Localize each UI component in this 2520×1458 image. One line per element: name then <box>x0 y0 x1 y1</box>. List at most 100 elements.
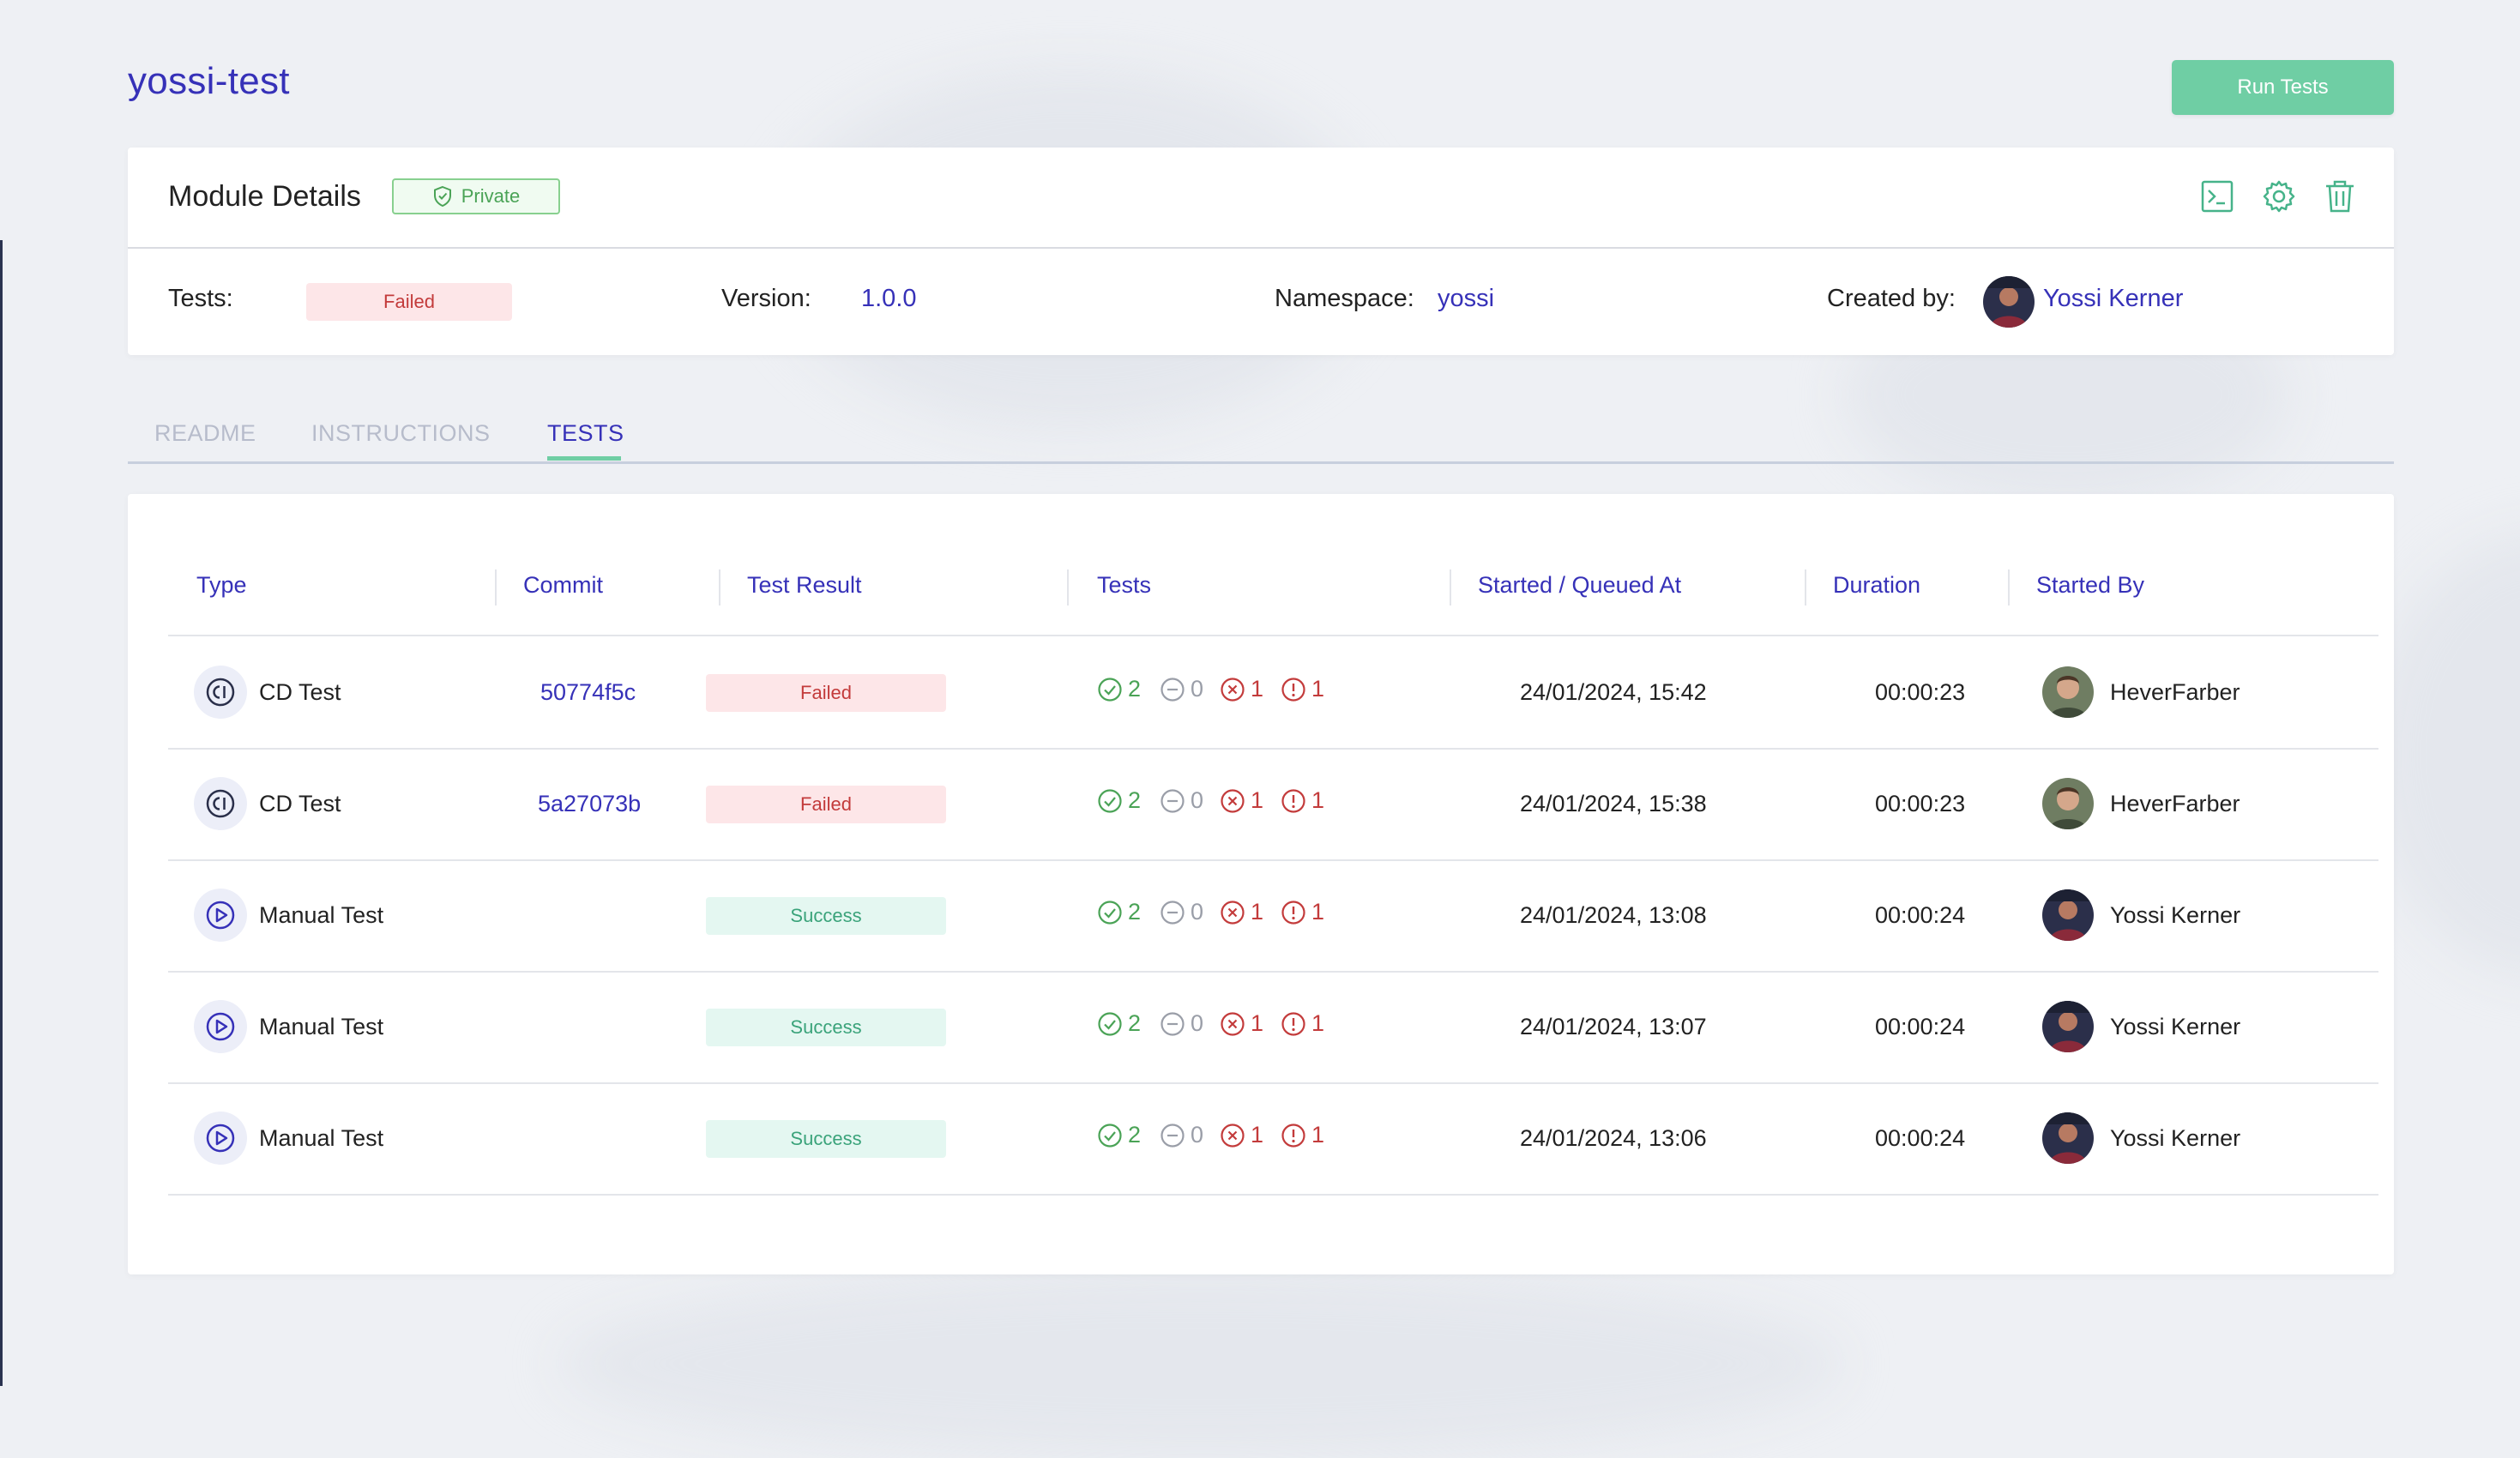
created-by-link[interactable]: Yossi Kerner <box>2043 285 2184 312</box>
window-edge <box>0 240 3 1386</box>
avatar <box>1983 276 2035 328</box>
started-by: Yossi Kerner <box>2110 902 2241 928</box>
table-row[interactable]: CD Test 50774f5c Failed 2 0 1 1 24/01/20… <box>168 636 2378 750</box>
shield-icon <box>432 185 453 208</box>
passed-count: 2 <box>1097 1010 1141 1037</box>
test-type: Manual Test <box>259 1014 384 1039</box>
active-tab-indicator <box>547 456 621 461</box>
error-count: 1 <box>1281 1010 1324 1037</box>
test-type: Manual Test <box>259 902 384 928</box>
table-row[interactable]: Manual Test Success 2 0 1 1 24/01/2024, … <box>168 859 2378 973</box>
error-count: 1 <box>1281 787 1324 814</box>
skipped-count: 0 <box>1160 1010 1203 1037</box>
table-row[interactable]: Manual Test Success 2 0 1 1 24/01/2024, … <box>168 971 2378 1084</box>
check-circle-icon <box>1097 1123 1123 1148</box>
error-count: 1 <box>1281 899 1324 925</box>
header-divider <box>168 635 2378 636</box>
started-at: 24/01/2024, 13:08 <box>1520 902 1707 928</box>
x-circle-icon <box>1220 1123 1245 1148</box>
module-details-title: Module Details <box>168 180 361 213</box>
check-circle-icon <box>1097 1011 1123 1037</box>
table-row[interactable]: CD Test 5a27073b Failed 2 0 1 1 24/01/20… <box>168 748 2378 861</box>
commit-link[interactable]: 50774f5c <box>540 679 636 705</box>
x-circle-icon <box>1220 1011 1245 1037</box>
minus-circle-icon <box>1160 1123 1185 1148</box>
started-by: HeverFarber <box>2110 679 2240 705</box>
alert-circle-icon <box>1281 677 1306 702</box>
module-details-header: Module Details Private <box>128 148 2394 249</box>
ci-icon <box>194 777 247 830</box>
passed-count: 2 <box>1097 676 1141 702</box>
minus-circle-icon <box>1160 677 1185 702</box>
avatar <box>2042 1112 2094 1164</box>
avatar <box>2042 1001 2094 1052</box>
duration: 00:00:24 <box>1875 902 1966 928</box>
avatar <box>2042 666 2094 718</box>
namespace-label: Namespace: <box>1275 285 1414 312</box>
version-label: Version: <box>721 285 811 312</box>
duration: 00:00:23 <box>1875 679 1966 705</box>
started-at: 24/01/2024, 13:07 <box>1520 1014 1707 1039</box>
page-title: yossi-test <box>128 60 290 102</box>
x-circle-icon <box>1220 900 1245 925</box>
tab-bar: README INSTRUCTIONS TESTS <box>128 412 2394 464</box>
column-divider <box>1450 569 1451 605</box>
alert-circle-icon <box>1281 788 1306 814</box>
alert-circle-icon <box>1281 1123 1306 1148</box>
check-circle-icon <box>1097 900 1123 925</box>
test-type: Manual Test <box>259 1125 384 1151</box>
column-divider <box>2008 569 2010 605</box>
visibility-label: Private <box>461 185 521 207</box>
result-badge: Success <box>706 897 946 935</box>
gear-icon[interactable] <box>2261 178 2297 214</box>
column-divider <box>1067 569 1069 605</box>
commit-link[interactable]: 5a27073b <box>538 791 642 816</box>
error-count: 1 <box>1281 676 1324 702</box>
failed-count: 1 <box>1220 676 1263 702</box>
skipped-count: 0 <box>1160 1122 1203 1148</box>
tab-readme[interactable]: README <box>154 420 256 446</box>
avatar <box>2042 778 2094 829</box>
play-icon <box>194 1000 247 1053</box>
passed-count: 2 <box>1097 787 1141 814</box>
ci-icon <box>194 666 247 719</box>
x-circle-icon <box>1220 788 1245 814</box>
started-by: HeverFarber <box>2110 791 2240 816</box>
alert-circle-icon <box>1281 900 1306 925</box>
started-at: 24/01/2024, 13:06 <box>1520 1125 1707 1151</box>
failed-count: 1 <box>1220 1010 1263 1037</box>
duration: 00:00:24 <box>1875 1014 1966 1039</box>
started-at: 24/01/2024, 15:38 <box>1520 791 1707 816</box>
minus-circle-icon <box>1160 900 1185 925</box>
table-row[interactable]: Manual Test Success 2 0 1 1 24/01/2024, … <box>168 1082 2378 1196</box>
tests-table-card: Type Commit Test Result Tests Started / … <box>128 494 2394 1274</box>
tab-instructions[interactable]: INSTRUCTIONS <box>311 420 491 446</box>
skipped-count: 0 <box>1160 787 1203 814</box>
trash-icon[interactable] <box>2322 178 2358 214</box>
skipped-count: 0 <box>1160 676 1203 702</box>
column-header-tests: Tests <box>1097 572 1152 598</box>
column-divider <box>1805 569 1806 605</box>
error-count: 1 <box>1281 1122 1324 1148</box>
column-header-test-result: Test Result <box>747 572 862 598</box>
tab-tests[interactable]: TESTS <box>547 420 624 446</box>
namespace-link[interactable]: yossi <box>1438 285 1495 312</box>
column-header-started-at: Started / Queued At <box>1478 572 1682 598</box>
started-at: 24/01/2024, 15:42 <box>1520 679 1707 705</box>
duration: 00:00:23 <box>1875 791 1966 816</box>
run-tests-button[interactable]: Run Tests <box>2172 60 2394 115</box>
test-type: CD Test <box>259 679 341 705</box>
module-details-card: Module Details Private Tests: Failed Ver… <box>128 148 2394 355</box>
column-header-commit: Commit <box>523 572 603 598</box>
column-divider <box>495 569 497 605</box>
terminal-icon[interactable] <box>2199 178 2235 214</box>
column-header-type: Type <box>196 572 247 598</box>
started-by: Yossi Kerner <box>2110 1125 2241 1151</box>
failed-count: 1 <box>1220 899 1263 925</box>
alert-circle-icon <box>1281 1011 1306 1037</box>
started-by: Yossi Kerner <box>2110 1014 2241 1039</box>
failed-count: 1 <box>1220 1122 1263 1148</box>
check-circle-icon <box>1097 677 1123 702</box>
version-value[interactable]: 1.0.0 <box>861 285 917 312</box>
result-badge: Failed <box>706 786 946 823</box>
